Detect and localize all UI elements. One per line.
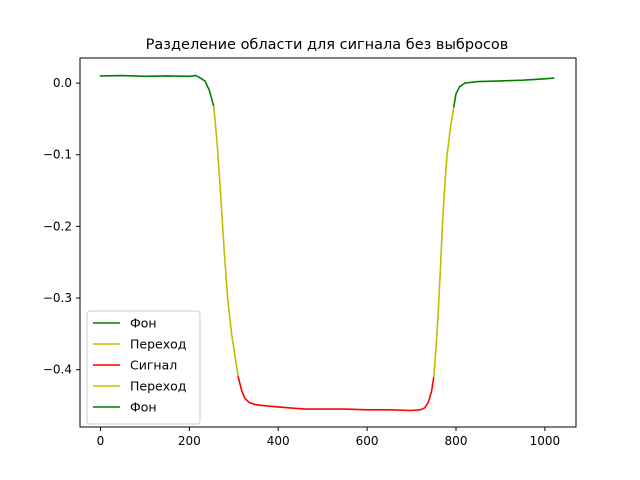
legend-label: Сигнал [130,358,177,373]
y-tick-label: −0.1 [43,148,72,162]
x-tick-label: 600 [356,434,379,448]
y-tick-label: −0.2 [43,219,72,233]
series-line-4 [433,105,455,378]
series-line-1 [99,74,215,108]
legend-label: Переход [130,337,186,352]
series-line-2 [213,105,239,378]
x-tick-label: 800 [445,434,468,448]
plot-frame [79,57,577,428]
legend-label: Фон [130,400,157,415]
chart-title: Разделение области для сигнала без выбро… [146,37,509,53]
x-tick-label: 200 [178,434,201,448]
series-line-3 [237,376,435,412]
legend-box [86,310,201,425]
legend-label: Фон [130,316,157,331]
x-tick-label: 1000 [530,434,561,448]
x-axis: 0 200 400 600 800 1000 [97,427,561,448]
x-tick-label: 400 [267,434,290,448]
plot-lines [99,74,555,412]
y-tick-label: 0.0 [53,76,72,90]
y-axis: 0.0 −0.1 −0.2 −0.3 −0.4 [43,76,80,377]
legend-label: Переход [130,379,186,394]
legend: Фон Переход Сигнал Переход Фон [86,310,201,425]
y-tick-label: −0.4 [43,363,72,377]
x-tick-label: 0 [97,434,105,448]
series-line-5 [453,77,555,108]
y-tick-label: −0.3 [43,291,72,305]
